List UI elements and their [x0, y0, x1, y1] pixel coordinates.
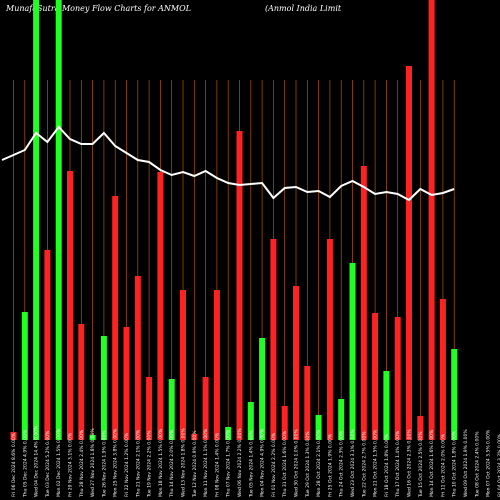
chart-subtitle: (Anmol India Limit [265, 4, 342, 13]
x-tick-label: Tue 22 Oct 2024 2.7% 0.00% [361, 431, 367, 498]
bar-down [10, 432, 17, 440]
bar-down [146, 377, 153, 440]
x-tick-label: Fri 11 Oct 2024 2.0% 0.00% [440, 433, 446, 497]
x-tick-label: Tue 05 Nov 2024 1.4% 0.00% [248, 430, 254, 498]
x-tick-label: Thu 21 Nov 2024 2.1% 0.00% [135, 429, 141, 498]
bar-up [21, 312, 28, 440]
bar-down [428, 0, 435, 440]
x-tick-label: Fri 25 Oct 2024 1.9% 0.00% [327, 433, 333, 497]
bar-down [78, 324, 85, 440]
bar-down [406, 66, 412, 440]
bar-up [247, 402, 254, 440]
x-tick-label: Tue 19 Nov 2024 2.2% 0.00% [147, 430, 153, 498]
bar-down [44, 250, 51, 440]
x-tick-label: Mon 18 Nov 2024 1.5% 0.00% [158, 428, 164, 497]
bar-down [293, 286, 299, 440]
x-tick-label: Mon 04 Nov 2024 4.9% 0.00% [260, 428, 266, 497]
x-tick-label: Mon 02 Dec 2024 1.5% 0.00% [56, 428, 62, 497]
bar-down [134, 276, 141, 440]
x-tick-label: Wed 04 Dec 2024 14.4% 0.00% [34, 425, 40, 497]
x-tick-label: Mon 28 Oct 2024 2.1% 0.00% [316, 429, 322, 497]
x-tick-label: Wed 06 Nov 2024 2.2% 0.00% [237, 428, 243, 497]
x-tick-label: Thu 28 Nov 2024 2.4% 0.00% [79, 429, 85, 498]
x-tick-label: Fri 08 Nov 2024 1.4% 0.00% [214, 432, 220, 497]
bar-down [67, 171, 73, 440]
x-tick-label: Fri 04 Oct 2024 3.2% 0.00% [497, 433, 500, 497]
bar-down [180, 290, 186, 440]
x-tick-label: Fri 22 Nov 2024 1.2% 0.00% [124, 432, 130, 497]
x-tick-label: Thu 17 Oct 2024 1.4% 0.00% [395, 430, 401, 498]
x-tick-label: Mon 11 Nov 2024 1.1% 0.00% [203, 428, 209, 497]
x-tick-label: Fri 18 Oct 2024 1.8% 0.00% [384, 433, 390, 497]
x-tick-label: Tue 26 Nov 2024 1.9% 0.00% [101, 430, 107, 498]
bar-up [451, 349, 458, 440]
x-tick-label: Wed 13 Nov 2024 1.8% 0.00% [181, 428, 187, 497]
bar-down [360, 166, 367, 440]
x-tick-label: Thu 07 Nov 2024 1.7% 0.00% [226, 429, 232, 498]
x-tick-label: Tue 03 Dec 2024 5.2% 0.00% [45, 430, 51, 498]
x-tick-label: Thu 14 Nov 2024 2.0% 0.00% [169, 429, 175, 498]
x-tick-label: Mon 14 Oct 2024 1.6% 0.00% [429, 429, 435, 497]
bar-up [168, 379, 175, 440]
bar-up [338, 399, 345, 440]
x-tick-label: Tue 29 Oct 2024 1.3% 0.00% [305, 431, 311, 498]
bar-down [394, 317, 401, 440]
bar-up [33, 0, 40, 440]
bar-down [281, 406, 288, 440]
bar-down [123, 327, 130, 440]
bar-up [89, 435, 96, 440]
x-tick-label: Tue 12 Nov 2024 0.9% 0.00% [192, 430, 198, 498]
x-tick-label: Thu 10 Oct 2024 1.8% 0.00% [452, 430, 458, 498]
bar-up [100, 336, 107, 440]
bar-down [270, 239, 277, 440]
x-tick-label: Wed 16 Oct 2024 2.3% 0.00% [407, 429, 413, 497]
bar-down [213, 290, 220, 440]
x-tick-label: Tue 08 Oct 2024 2.4% 0.00% [474, 431, 480, 498]
bar-up [259, 338, 266, 440]
x-tick-label: Mon 07 Oct 2024 3.5% 0.00% [486, 429, 492, 497]
x-tick-label: Wed 27 Nov 2024 1.8% 0.00% [90, 428, 96, 497]
bar-down [236, 131, 243, 440]
x-tick-label: Thu 24 Oct 2024 2.3% 0.00% [339, 430, 345, 498]
x-tick-label: Wed 23 Oct 2024 3.1% 0.00% [350, 429, 356, 497]
bar-down [439, 299, 446, 440]
x-tick-label: Fri 29 Nov 2024 3.1% 0.00% [68, 432, 74, 497]
bar-up [383, 371, 390, 440]
x-tick-label: Wed 30 Oct 2024 1.0% 0.00% [294, 429, 300, 497]
bar-down [372, 313, 379, 440]
bar-up [55, 0, 62, 440]
bar-up [225, 427, 232, 440]
bar-down [157, 172, 164, 440]
bar-down [304, 366, 311, 440]
bar-down [202, 377, 209, 440]
bar-down [417, 416, 424, 440]
x-tick-label: Fri 01 Nov 2024 2.2% 0.00% [271, 432, 277, 497]
x-tick-label: Tue 15 Oct 2024 2.5% 0.00% [418, 431, 424, 498]
x-tick-label: Mon 25 Nov 2024 3.8% 0.00% [113, 428, 119, 497]
chart-title: MunafaSutra Money Flow Charts for ANMOL [6, 4, 191, 13]
x-tick-label: Thu 05 Dec 2024 4.9% 0.00% [22, 429, 28, 498]
bar-down [112, 196, 119, 440]
money-flow-line [1, 125, 455, 202]
bar-down [326, 239, 333, 440]
x-tick-label: Wed 09 Oct 2024 1.9% 0.00% [463, 429, 469, 497]
bar-up [315, 415, 322, 440]
x-tick-label: Mon 21 Oct 2024 1.5% 0.00% [373, 429, 379, 497]
x-tick-label: Thu 31 Oct 2024 1.6% 0.00% [282, 430, 288, 498]
x-tick-label: Fri 06 Dec 2024 8.6% 0.00% [11, 432, 17, 497]
bar-up [349, 263, 356, 440]
bar-down [191, 434, 198, 440]
